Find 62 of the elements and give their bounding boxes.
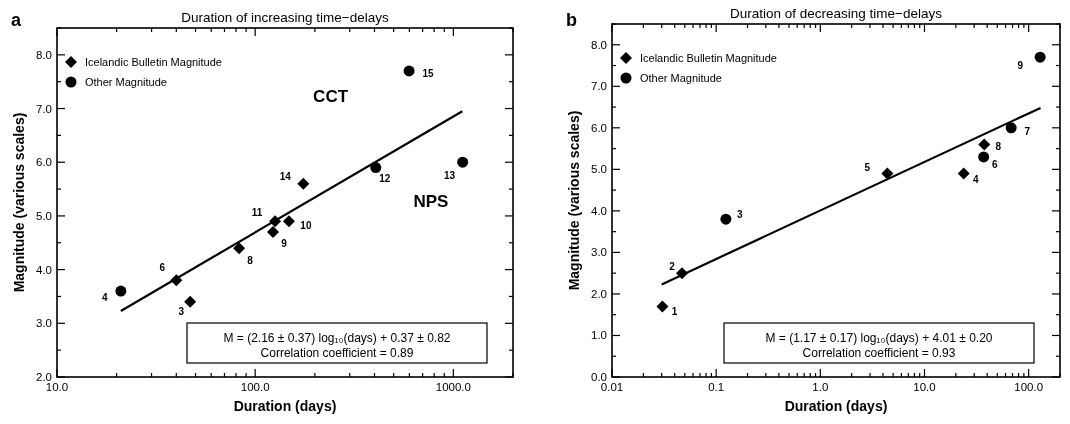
y-tick-label: 2.0 bbox=[36, 371, 52, 383]
annotation: 6 bbox=[159, 261, 166, 273]
y-tick-label: 8.0 bbox=[36, 48, 52, 61]
annotation: 13 bbox=[444, 169, 456, 181]
x-axis-title: Duration (days) bbox=[784, 398, 888, 414]
annotation: 11 bbox=[251, 206, 263, 218]
y-axis-title: Magnitude (various scales) bbox=[566, 110, 582, 291]
legend-label: Icelandic Bulletin Magnitude bbox=[640, 52, 777, 64]
annotation: CCT bbox=[313, 87, 349, 107]
y-tick-label: 2.0 bbox=[591, 287, 607, 300]
annotation: 12 bbox=[379, 173, 391, 185]
y-tick-label: 8.0 bbox=[591, 38, 607, 51]
annotation: 4 bbox=[972, 174, 979, 186]
y-tick-label: 6.0 bbox=[591, 121, 607, 134]
annotation: 9 bbox=[1017, 59, 1024, 71]
x-tick-label: 0.01 bbox=[600, 381, 624, 393]
y-tick-label: 5.0 bbox=[591, 163, 607, 176]
chart-title: Duration of increasing time−delays bbox=[181, 10, 389, 25]
annotation: NPS bbox=[413, 191, 449, 211]
legend-label: Other Magnitude bbox=[85, 76, 167, 88]
y-tick-label: 1.0 bbox=[591, 329, 607, 342]
legend-label: Icelandic Bulletin Magnitude bbox=[85, 56, 222, 68]
y-tick-label: 7.0 bbox=[591, 80, 607, 93]
x-tick-label: 1000.0 bbox=[435, 381, 471, 393]
annotation: 6 bbox=[991, 158, 998, 170]
x-axis-title: Duration (days) bbox=[233, 398, 337, 414]
y-tick-label: 0.0 bbox=[591, 371, 607, 383]
annotation: 4 bbox=[102, 291, 109, 303]
y-tick-label: 4.0 bbox=[36, 263, 52, 276]
text: b bbox=[566, 10, 577, 30]
y-tick-label: 4.0 bbox=[591, 204, 607, 217]
x-tick-label: 100.0 bbox=[1014, 381, 1044, 393]
y-tick-label: 3.0 bbox=[36, 317, 52, 330]
annotation: 8 bbox=[247, 254, 254, 266]
annotation: M = (2.16 ± 0.37) log₁₀(days) + 0.37 ± 0.82 bbox=[223, 331, 451, 345]
annotation: 14 bbox=[279, 171, 292, 183]
text: a bbox=[11, 10, 22, 30]
x-tick-label: 1.0 bbox=[812, 381, 829, 393]
y-tick-label: 7.0 bbox=[36, 102, 52, 115]
annotation: 5 bbox=[864, 162, 871, 174]
annotation: M = (1.17 ± 0.17) log₁₀(days) + 4.01 ± 0.20 bbox=[765, 331, 993, 345]
annotation: Correlation coefficient = 0.89 bbox=[260, 346, 414, 360]
annotation: 1 bbox=[671, 306, 678, 318]
y-tick-label: 3.0 bbox=[591, 246, 607, 259]
annotation: 3 bbox=[178, 306, 185, 318]
annotation: 9 bbox=[281, 237, 288, 249]
x-tick-label: 100.0 bbox=[240, 381, 270, 393]
legend-label: Other Magnitude bbox=[640, 72, 722, 84]
annotation: 10 bbox=[300, 219, 312, 231]
x-tick-label: 10.0 bbox=[45, 381, 69, 393]
y-tick-label: 6.0 bbox=[36, 156, 52, 169]
y-axis-title: Magnitude (various scales) bbox=[11, 112, 27, 293]
x-tick-label: 0.1 bbox=[708, 381, 725, 393]
chart-title: Duration of decreasing time−delays bbox=[730, 6, 943, 21]
annotation: 7 bbox=[1024, 126, 1031, 138]
annotation: Correlation coefficient = 0.93 bbox=[802, 346, 956, 360]
annotation: 15 bbox=[422, 67, 435, 79]
x-tick-label: 10.0 bbox=[913, 381, 936, 393]
y-tick-label: 5.0 bbox=[36, 209, 52, 222]
annotation: 8 bbox=[995, 141, 1002, 153]
annotation: 3 bbox=[737, 208, 744, 220]
annotation: 2 bbox=[669, 260, 676, 272]
